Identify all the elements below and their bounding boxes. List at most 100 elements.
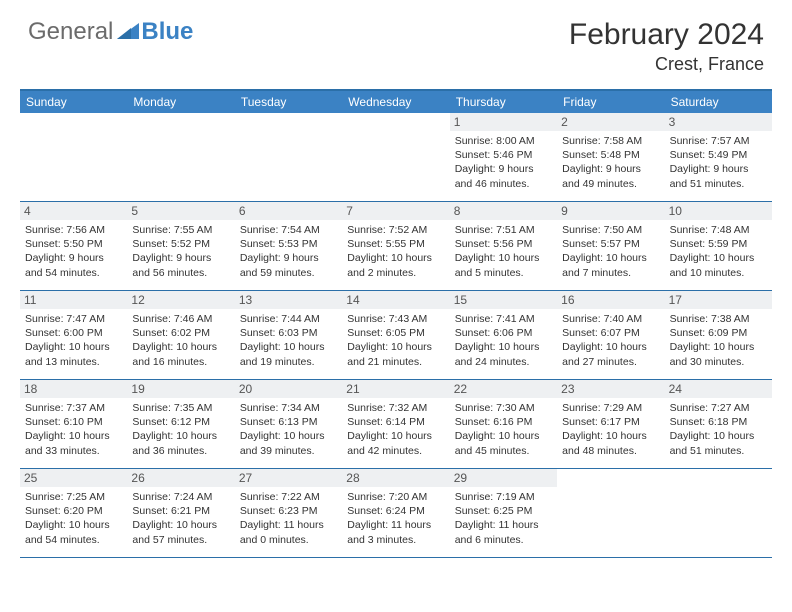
day-info-line: Sunset: 6:03 PM bbox=[240, 326, 337, 340]
week-row: 11Sunrise: 7:47 AMSunset: 6:00 PMDayligh… bbox=[20, 291, 772, 380]
day-info-line: and 57 minutes. bbox=[132, 533, 229, 547]
day-info-line: Sunset: 5:59 PM bbox=[670, 237, 767, 251]
day-cell: 3Sunrise: 7:57 AMSunset: 5:49 PMDaylight… bbox=[665, 113, 772, 201]
dow-cell: Monday bbox=[127, 91, 234, 113]
day-info-line: Daylight: 10 hours bbox=[132, 518, 229, 532]
day-info-line: Sunrise: 7:54 AM bbox=[240, 223, 337, 237]
day-info-line: and 45 minutes. bbox=[455, 444, 552, 458]
day-number: 4 bbox=[20, 202, 127, 220]
day-info-line: Daylight: 10 hours bbox=[240, 429, 337, 443]
day-info-line: Sunset: 6:20 PM bbox=[25, 504, 122, 518]
day-info-line: Sunrise: 7:20 AM bbox=[347, 490, 444, 504]
day-info-line: Sunset: 6:06 PM bbox=[455, 326, 552, 340]
day-info-line: Sunrise: 7:58 AM bbox=[562, 134, 659, 148]
day-cell: 15Sunrise: 7:41 AMSunset: 6:06 PMDayligh… bbox=[450, 291, 557, 379]
dow-cell: Saturday bbox=[665, 91, 772, 113]
logo-text-blue: Blue bbox=[141, 18, 193, 46]
day-cell: 20Sunrise: 7:34 AMSunset: 6:13 PMDayligh… bbox=[235, 380, 342, 468]
day-number: 12 bbox=[127, 291, 234, 309]
day-info-line: Sunrise: 7:52 AM bbox=[347, 223, 444, 237]
day-info-line: Daylight: 10 hours bbox=[670, 251, 767, 265]
day-info-line: Sunset: 6:07 PM bbox=[562, 326, 659, 340]
day-info-line: and 19 minutes. bbox=[240, 355, 337, 369]
day-info-line: and 33 minutes. bbox=[25, 444, 122, 458]
day-cell: 23Sunrise: 7:29 AMSunset: 6:17 PMDayligh… bbox=[557, 380, 664, 468]
day-info-line: Sunset: 5:50 PM bbox=[25, 237, 122, 251]
dow-cell: Sunday bbox=[20, 91, 127, 113]
title-block: February 2024 Crest, France bbox=[569, 18, 764, 75]
day-cell-empty bbox=[342, 113, 449, 201]
day-info-line: Daylight: 9 hours bbox=[25, 251, 122, 265]
day-number: 8 bbox=[450, 202, 557, 220]
dow-cell: Wednesday bbox=[342, 91, 449, 113]
day-info-line: and 13 minutes. bbox=[25, 355, 122, 369]
day-info-line: Sunrise: 7:34 AM bbox=[240, 401, 337, 415]
day-info-line: Sunset: 6:12 PM bbox=[132, 415, 229, 429]
day-info-line: Sunrise: 7:22 AM bbox=[240, 490, 337, 504]
day-info-line: Sunrise: 7:19 AM bbox=[455, 490, 552, 504]
day-cell-empty bbox=[665, 469, 772, 557]
day-info-line: and 24 minutes. bbox=[455, 355, 552, 369]
logo-text-general: General bbox=[28, 18, 113, 46]
day-info-line: and 2 minutes. bbox=[347, 266, 444, 280]
calendar: SundayMondayTuesdayWednesdayThursdayFrid… bbox=[20, 89, 772, 558]
day-cell: 17Sunrise: 7:38 AMSunset: 6:09 PMDayligh… bbox=[665, 291, 772, 379]
header: General Blue February 2024 Crest, France bbox=[0, 0, 792, 83]
day-number: 9 bbox=[557, 202, 664, 220]
day-info-line: and 51 minutes. bbox=[670, 177, 767, 191]
day-info-line: Sunrise: 7:44 AM bbox=[240, 312, 337, 326]
week-row: 18Sunrise: 7:37 AMSunset: 6:10 PMDayligh… bbox=[20, 380, 772, 469]
day-info-line: Sunset: 5:57 PM bbox=[562, 237, 659, 251]
day-info-line: Sunrise: 7:24 AM bbox=[132, 490, 229, 504]
day-info-line: Daylight: 9 hours bbox=[132, 251, 229, 265]
day-info-line: and 0 minutes. bbox=[240, 533, 337, 547]
logo: General Blue bbox=[28, 18, 193, 46]
day-cell: 4 Sunrise: 7:56 AMSunset: 5:50 PMDaylight… bbox=[20, 202, 127, 290]
day-info-line: Sunset: 5:48 PM bbox=[562, 148, 659, 162]
day-info-line: and 27 minutes. bbox=[562, 355, 659, 369]
day-info-line: Sunset: 5:53 PM bbox=[240, 237, 337, 251]
day-info-line: Daylight: 10 hours bbox=[670, 340, 767, 354]
day-cell-empty bbox=[235, 113, 342, 201]
week-row: 1Sunrise: 8:00 AMSunset: 5:46 PMDaylight… bbox=[20, 113, 772, 202]
day-info-line: Sunset: 6:09 PM bbox=[670, 326, 767, 340]
month-title: February 2024 bbox=[569, 18, 764, 52]
day-info-line: Daylight: 10 hours bbox=[562, 429, 659, 443]
day-info-line: Sunrise: 7:48 AM bbox=[670, 223, 767, 237]
day-number: 29 bbox=[450, 469, 557, 487]
day-cell: 29Sunrise: 7:19 AMSunset: 6:25 PMDayligh… bbox=[450, 469, 557, 557]
day-info-line: Sunrise: 7:40 AM bbox=[562, 312, 659, 326]
day-cell: 18Sunrise: 7:37 AMSunset: 6:10 PMDayligh… bbox=[20, 380, 127, 468]
day-number: 17 bbox=[665, 291, 772, 309]
dow-cell: Tuesday bbox=[235, 91, 342, 113]
day-info-line: Daylight: 10 hours bbox=[562, 340, 659, 354]
day-info-line: and 59 minutes. bbox=[240, 266, 337, 280]
day-cell-empty bbox=[127, 113, 234, 201]
day-info-line: Daylight: 10 hours bbox=[562, 251, 659, 265]
day-info-line: and 10 minutes. bbox=[670, 266, 767, 280]
calendar-body: 1Sunrise: 8:00 AMSunset: 5:46 PMDaylight… bbox=[20, 113, 772, 558]
day-info-line: Sunset: 6:13 PM bbox=[240, 415, 337, 429]
day-info-line: Daylight: 9 hours bbox=[455, 162, 552, 176]
day-cell: 22Sunrise: 7:30 AMSunset: 6:16 PMDayligh… bbox=[450, 380, 557, 468]
day-info-line: Sunrise: 7:56 AM bbox=[25, 223, 122, 237]
day-info-line: Sunset: 5:56 PM bbox=[455, 237, 552, 251]
day-info-line: Sunset: 6:25 PM bbox=[455, 504, 552, 518]
day-info-line: Daylight: 9 hours bbox=[562, 162, 659, 176]
day-info-line: Sunset: 6:00 PM bbox=[25, 326, 122, 340]
day-info-line: Sunset: 6:02 PM bbox=[132, 326, 229, 340]
day-info-line: Sunrise: 7:50 AM bbox=[562, 223, 659, 237]
dow-cell: Thursday bbox=[450, 91, 557, 113]
day-info-line: Daylight: 10 hours bbox=[25, 429, 122, 443]
day-cell: 28Sunrise: 7:20 AMSunset: 6:24 PMDayligh… bbox=[342, 469, 449, 557]
day-info-line: and 48 minutes. bbox=[562, 444, 659, 458]
day-info-line: Sunrise: 7:30 AM bbox=[455, 401, 552, 415]
day-info-line: Daylight: 11 hours bbox=[347, 518, 444, 532]
day-info-line: Sunrise: 7:47 AM bbox=[25, 312, 122, 326]
day-number: 13 bbox=[235, 291, 342, 309]
day-info-line: Sunrise: 7:41 AM bbox=[455, 312, 552, 326]
day-info-line: Sunset: 6:18 PM bbox=[670, 415, 767, 429]
day-info-line: Sunrise: 8:00 AM bbox=[455, 134, 552, 148]
day-cell: 2Sunrise: 7:58 AMSunset: 5:48 PMDaylight… bbox=[557, 113, 664, 201]
day-cell: 10Sunrise: 7:48 AMSunset: 5:59 PMDayligh… bbox=[665, 202, 772, 290]
